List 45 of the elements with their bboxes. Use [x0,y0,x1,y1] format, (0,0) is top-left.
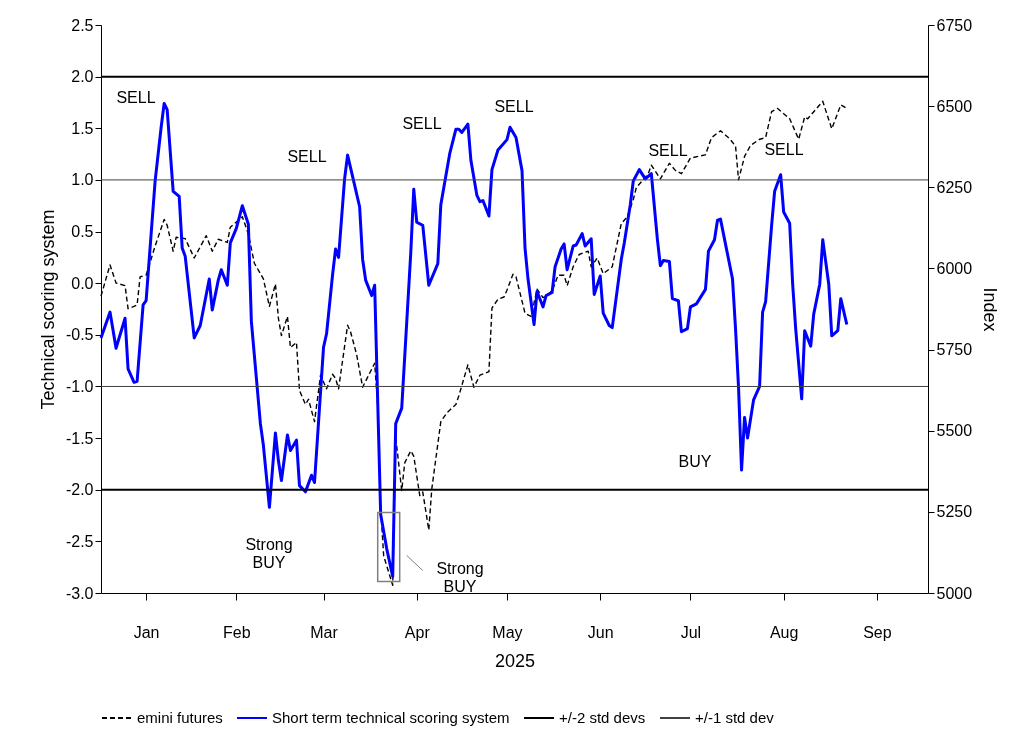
y-tick-label: -0.5 [65,326,94,344]
x-tick-label: Feb [223,623,251,641]
y2-tick-label: 6000 [936,259,973,277]
y2-tick-label: 5500 [936,422,973,440]
x-tick-label: Jan [133,623,160,641]
annotation: Strong BUY [245,536,293,571]
y-tick-label: 2.0 [71,68,94,86]
annotation: SELL [494,98,534,115]
y2-tick-label: 5750 [936,341,973,359]
y2-tick-label: 6750 [936,16,973,34]
legend-label: +/-2 std devs [559,709,646,726]
y2-tick-label: 6500 [936,97,973,115]
annotation: Strong BUY [436,560,484,595]
x-tick-label: Jul [680,623,702,641]
y-tick-label: -1.0 [65,377,94,395]
y-tick-label: 1.0 [71,171,94,189]
annotation: SELL [402,115,442,132]
y-tick-label: 0.5 [71,223,94,241]
x-axis-title: 2025 [494,650,536,671]
legend-label: +/-1 std dev [695,709,775,726]
y-tick-label: -2.0 [65,481,94,499]
x-tick-label: Sep [863,623,892,641]
y-tick-label: -1.5 [65,429,94,447]
annotation: SELL [287,148,327,165]
y2-tick-label: 6250 [936,178,973,196]
y2-axis-title: Index [980,287,1001,332]
annotation: SELL [764,141,804,158]
y-tick-label: 1.5 [71,119,94,137]
y-tick-label: -3.0 [65,584,94,602]
y-tick-label: 2.5 [71,16,94,34]
y-tick-label: -2.5 [65,532,94,550]
y2-tick-label: 5250 [936,503,973,521]
x-tick-label: Mar [310,623,339,641]
x-tick-label: Jun [587,623,614,641]
x-tick-label: Apr [404,623,431,641]
annotation: SELL [116,89,156,106]
annotation: BUY [678,453,712,470]
y2-tick-label: 5000 [936,584,973,602]
x-tick-label: Aug [769,623,799,641]
legend-label: Short term technical scoring system [272,709,510,726]
annotation: SELL [648,142,688,159]
y-axis-title: Technical scoring system [37,209,58,410]
y-tick-label: 0.0 [71,274,94,292]
legend-label: emini futures [137,709,223,726]
x-tick-label: May [492,623,523,641]
